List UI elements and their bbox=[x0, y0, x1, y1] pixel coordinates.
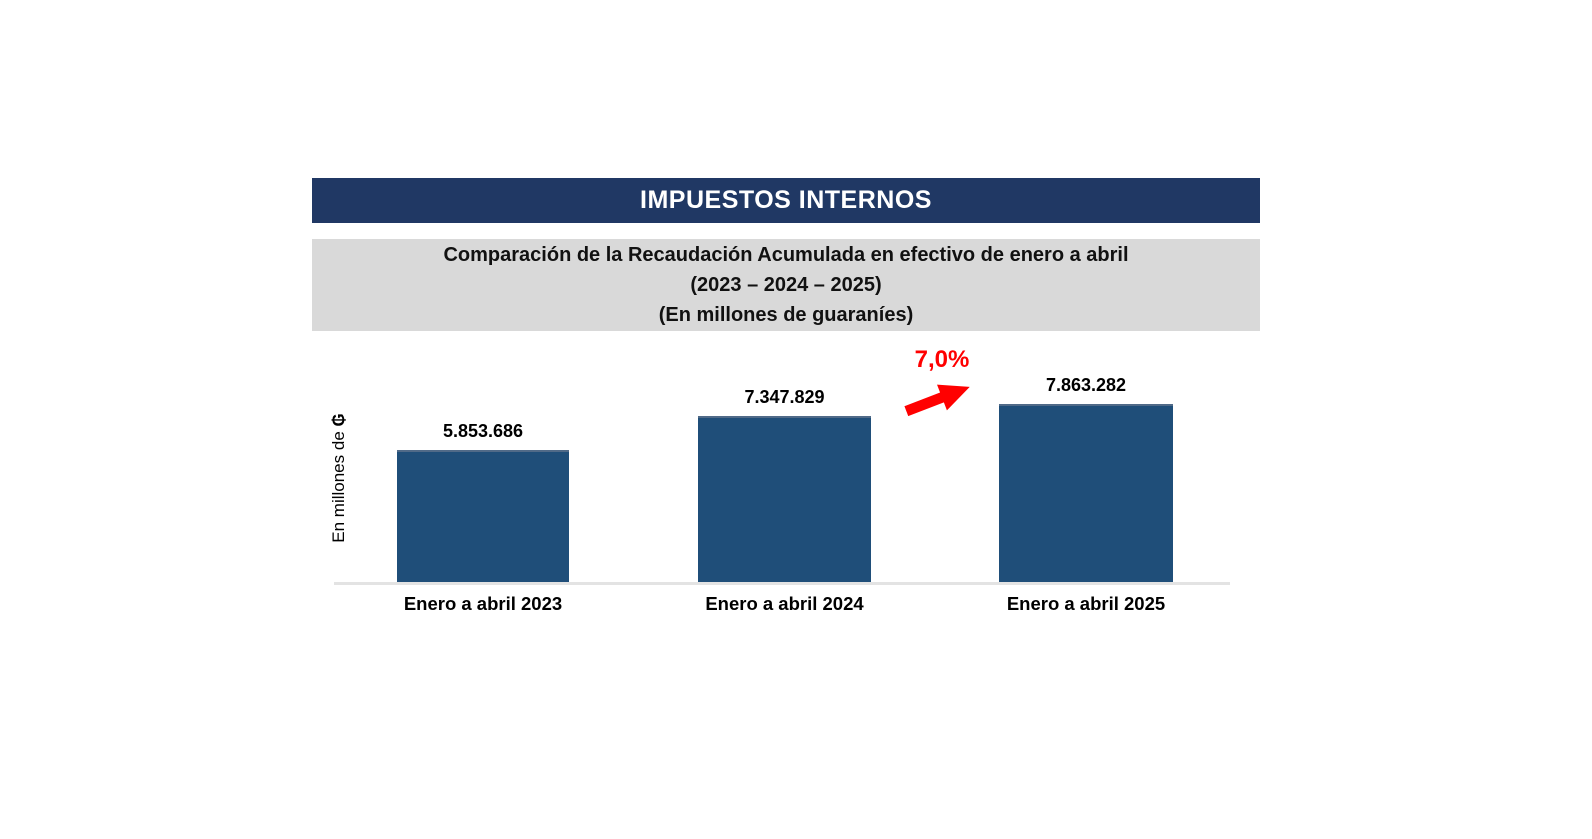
growth-arrow-icon bbox=[900, 371, 976, 427]
category-label-2023: Enero a abril 2023 bbox=[403, 593, 563, 614]
subtitle-line-1: Comparación de la Recaudación Acumulada … bbox=[443, 244, 1129, 266]
category-label-2024: Enero a abril 2024 bbox=[705, 593, 864, 614]
data-label: 7.347.829 bbox=[744, 387, 825, 407]
header-band: IMPUESTOS INTERNOS bbox=[312, 178, 1260, 223]
data-label: 7.863.282 bbox=[1045, 375, 1127, 395]
data-label: 5.853.686 bbox=[442, 421, 524, 441]
page-title: IMPUESTOS INTERNOS bbox=[640, 186, 932, 214]
bar-group-2023: 5.853.686 bbox=[397, 421, 569, 584]
chart-subtitle-panel: Comparación de la Recaudación Acumulada … bbox=[312, 239, 1260, 331]
bar bbox=[397, 450, 569, 584]
growth-percentage-label: 7,0% bbox=[914, 346, 970, 373]
bar-chart: En millones de ₲ 5.853.686 7.347.829 7.8… bbox=[312, 330, 1260, 640]
category-label-2025: Enero a abril 2025 bbox=[1006, 593, 1166, 614]
bar bbox=[698, 416, 871, 584]
x-axis-baseline bbox=[334, 582, 1230, 585]
bar-group-2025: 7.863.282 bbox=[999, 375, 1173, 584]
bar-group-2024: 7.347.829 bbox=[698, 387, 871, 584]
subtitle-line-3: (En millones de guaraníes) bbox=[658, 304, 914, 326]
plot-area: 5.853.686 7.347.829 7.863.282 7,0% bbox=[312, 330, 1260, 585]
subtitle-line-2: (2023 – 2024 – 2025) bbox=[690, 274, 882, 296]
bar bbox=[999, 404, 1173, 584]
arrow-polygon bbox=[904, 384, 970, 417]
